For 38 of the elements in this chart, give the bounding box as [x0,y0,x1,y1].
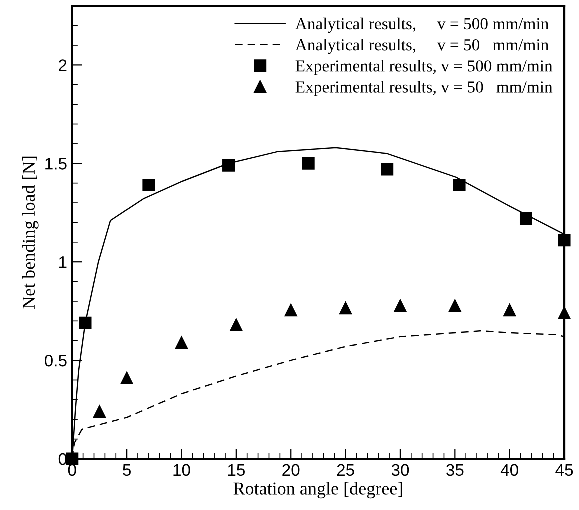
legend-label: Analytical results, v = 50 mm/min [296,38,549,54]
point [453,179,466,192]
x-tick-label: 20 [282,464,300,476]
x-tick-label: 5 [123,464,131,476]
y-tick-label: 0.5 [45,354,67,367]
x-tick-label: 40 [500,464,518,476]
y-axis-title: Net bending load [N] [22,156,39,310]
point [222,159,236,172]
point [340,302,352,315]
y-tick-label: 1 [60,256,67,268]
x-tick-label: 45 [556,464,574,476]
point [394,300,407,312]
x-tick-label: 30 [392,464,410,476]
x-tick-label: 10 [174,464,190,476]
x-axis-title: Rotation angle [degree] [234,482,402,499]
point [284,304,298,317]
y-tick-label: 2 [59,60,67,72]
point [448,300,462,312]
legend-label: Analytical results, v = 500 mm/min [296,18,549,34]
point [504,304,516,317]
point [558,234,571,247]
x-tick-label: 35 [446,464,464,476]
point [66,452,79,466]
legend-label: Experimental results, v = 500 mm/min [296,60,553,76]
y-tick-label: 1.5 [46,158,67,170]
point [302,157,315,170]
point [93,405,106,418]
point [520,212,532,226]
x-tick-label: 15 [228,464,245,476]
point [79,316,92,330]
point [142,179,156,192]
point [230,318,243,332]
point [175,336,188,350]
point [558,307,571,320]
x-tick-label: 25 [337,464,354,476]
point [381,163,394,176]
legend-label: Experimental results, v = 50 mm/min [296,81,553,96]
point [120,372,134,385]
